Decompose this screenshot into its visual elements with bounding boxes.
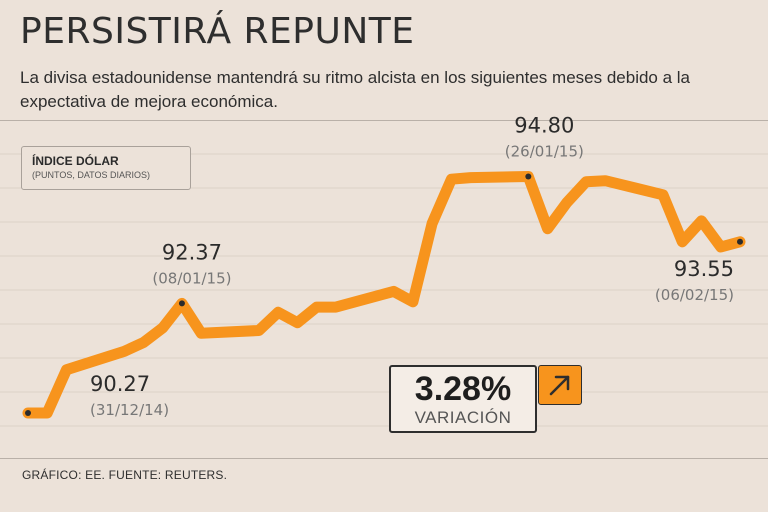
variation-value: 3.28% [414, 370, 512, 408]
series-line-dollar-index [22, 171, 746, 419]
annotation-value: 92.37 [162, 240, 222, 264]
top-divider [0, 120, 768, 121]
annotation-value: 94.80 [514, 114, 574, 138]
annotation-marker [25, 410, 31, 417]
arrow-up-right-icon [538, 365, 582, 405]
annotation-date: (06/02/15) [655, 286, 734, 304]
annotation-value: 93.55 [674, 257, 734, 281]
annotation-marker [737, 238, 743, 245]
annotation-date: (08/01/15) [152, 269, 231, 287]
chart-subtitle: La divisa estadounidense mantendrá su ri… [20, 68, 691, 111]
legend-box: ÍNDICE DÓLAR (PUNTOS, DATOS DIARIOS) [21, 146, 191, 190]
chart-title: PERSISTIRÁ REPUNTE [20, 11, 415, 52]
annotation-labels: 90.27 (31/12/14) 92.37 (08/01/15) 94.80 (26/0… [90, 114, 734, 419]
legend-title: ÍNDICE DÓLAR [32, 154, 119, 168]
annotation-markers [25, 173, 743, 417]
annotation-date: (26/01/15) [505, 143, 584, 161]
annotation-date: (31/12/14) [90, 401, 169, 419]
source-note: GRÁFICO: EE. FUENTE: REUTERS. [22, 468, 228, 482]
annotation-marker [525, 173, 532, 180]
annotation-marker [178, 300, 185, 307]
variation-label: VARIACIÓN [414, 408, 512, 427]
bottom-divider [0, 458, 768, 459]
variation-box: 3.28% VARIACIÓN [389, 365, 537, 433]
legend-subtitle: (PUNTOS, DATOS DIARIOS) [32, 170, 151, 180]
annotation-value: 90.27 [90, 372, 150, 396]
